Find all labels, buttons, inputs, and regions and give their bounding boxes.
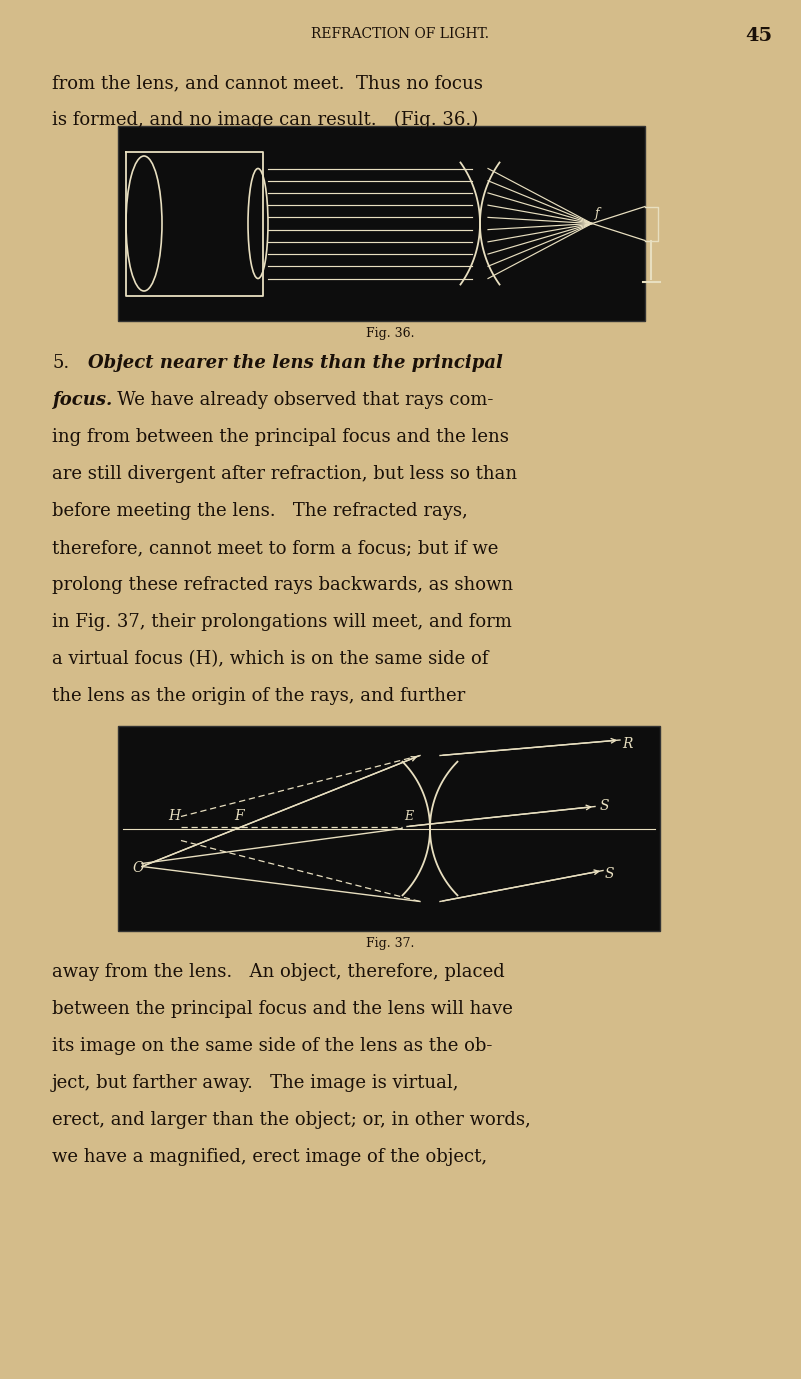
Text: a virtual focus (H), which is on the same side of: a virtual focus (H), which is on the sam… <box>52 650 489 667</box>
Text: the lens as the origin of the rays, and further: the lens as the origin of the rays, and … <box>52 687 465 705</box>
Text: from the lens, and cannot meet.  Thus no focus: from the lens, and cannot meet. Thus no … <box>52 74 483 92</box>
Bar <box>118 725 660 931</box>
Text: E: E <box>404 811 413 823</box>
Text: 5.: 5. <box>52 354 69 372</box>
Text: focus.: focus. <box>52 392 112 410</box>
Text: O: O <box>132 860 143 874</box>
Text: We have already observed that rays com-: We have already observed that rays com- <box>100 392 493 410</box>
Text: F: F <box>234 809 244 823</box>
Text: prolong these refracted rays backwards, as shown: prolong these refracted rays backwards, … <box>52 576 513 594</box>
Text: away from the lens.   An object, therefore, placed: away from the lens. An object, therefore… <box>52 963 505 980</box>
Text: Fig. 36.: Fig. 36. <box>366 327 414 341</box>
Bar <box>118 125 645 321</box>
Text: ing from between the principal focus and the lens: ing from between the principal focus and… <box>52 427 509 445</box>
Text: Object nearer the lens than the principal: Object nearer the lens than the principa… <box>88 354 503 372</box>
Text: before meeting the lens.   The refracted rays,: before meeting the lens. The refracted r… <box>52 502 468 520</box>
Text: S: S <box>605 867 614 881</box>
Text: S: S <box>600 800 610 814</box>
Text: between the principal focus and the lens will have: between the principal focus and the lens… <box>52 1000 513 1018</box>
Text: erect, and larger than the object; or, in other words,: erect, and larger than the object; or, i… <box>52 1111 531 1129</box>
Text: is formed, and no image can result.   (Fig. 36.): is formed, and no image can result. (Fig… <box>52 110 478 130</box>
Text: H: H <box>168 809 180 823</box>
Text: REFRACTION OF LIGHT.: REFRACTION OF LIGHT. <box>311 28 489 41</box>
Text: therefore, cannot meet to form a focus; but if we: therefore, cannot meet to form a focus; … <box>52 539 498 557</box>
Text: 45: 45 <box>745 28 772 46</box>
Text: ject, but farther away.   The image is virtual,: ject, but farther away. The image is vir… <box>52 1074 460 1092</box>
Text: are still divergent after refraction, but less so than: are still divergent after refraction, bu… <box>52 465 517 483</box>
Text: f: f <box>595 207 600 221</box>
Text: we have a magnified, erect image of the object,: we have a magnified, erect image of the … <box>52 1147 487 1167</box>
Text: R: R <box>622 736 633 752</box>
Text: Fig. 37.: Fig. 37. <box>366 936 414 950</box>
Text: its image on the same side of the lens as the ob-: its image on the same side of the lens a… <box>52 1037 493 1055</box>
Text: in Fig. 37, their prolongations will meet, and form: in Fig. 37, their prolongations will mee… <box>52 614 512 632</box>
